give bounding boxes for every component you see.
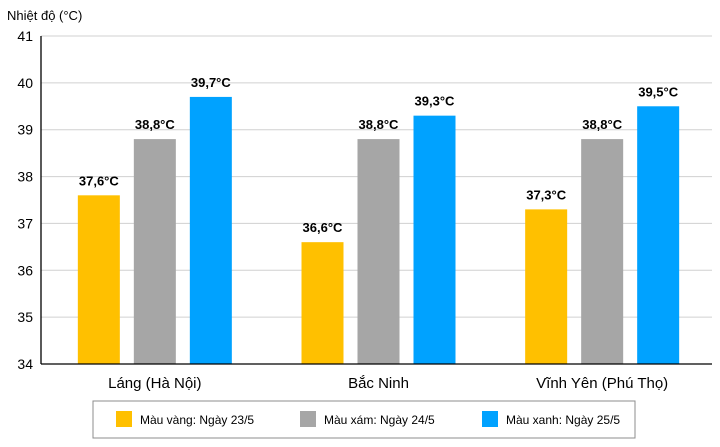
- legend-swatch: [116, 411, 132, 427]
- legend-box: [92, 400, 636, 439]
- category-label: Láng (Hà Nội): [108, 375, 201, 392]
- legend-label: Màu xanh: Ngày 25/5: [506, 413, 620, 427]
- bar: [133, 139, 176, 364]
- data-label: 38,8°C: [582, 117, 623, 132]
- y-tick-label: 35: [17, 309, 33, 325]
- category-label: Bắc Ninh: [348, 375, 409, 392]
- y-tick-label: 39: [17, 122, 33, 138]
- data-label: 36,6°C: [303, 220, 344, 235]
- bar: [357, 139, 400, 364]
- data-labels: 37,6°C 38,8°C 39,7°C 36,6°C 38,8°C 39,3°C 37,3…: [79, 75, 679, 235]
- legend-swatch: [482, 411, 498, 427]
- legend: Màu vàng: Ngày 23/5 Màu xám: Ngày 24/5 Màu…: [92, 400, 636, 439]
- bar: [413, 115, 456, 365]
- bar: [77, 195, 120, 364]
- y-tick-label: 40: [17, 75, 33, 91]
- bar: [301, 242, 344, 364]
- category-labels: Láng (Hà Nội) Bắc Ninh Vĩnh Yên (Phú Thọ): [108, 375, 668, 392]
- data-label: 38,8°C: [359, 117, 400, 132]
- y-tick-label: 34: [17, 356, 33, 372]
- legend-label: Màu xám: Ngày 24/5: [324, 413, 435, 427]
- data-label: 39,7°C: [191, 75, 232, 90]
- bars: [77, 96, 680, 365]
- data-label: 37,3°C: [526, 187, 567, 202]
- y-tick-label: 41: [17, 28, 33, 44]
- y-tick-label: 37: [17, 215, 33, 231]
- bar: [581, 139, 624, 364]
- category-label: Vĩnh Yên (Phú Thọ): [536, 375, 668, 392]
- y-tick-labels: 34 35 36 37 38 39 40 41: [17, 28, 33, 372]
- bar: [189, 96, 232, 365]
- data-label: 38,8°C: [135, 117, 176, 132]
- y-tick-label: 36: [17, 262, 33, 278]
- y-axis-title: Nhiệt độ (°C): [7, 8, 82, 23]
- data-label: 39,5°C: [638, 84, 679, 99]
- data-label: 39,3°C: [415, 94, 456, 109]
- data-label: 37,6°C: [79, 173, 120, 188]
- bar: [525, 209, 568, 364]
- y-tick-label: 38: [17, 169, 33, 185]
- legend-swatch: [300, 411, 316, 427]
- bar: [637, 106, 680, 365]
- legend-label: Màu vàng: Ngày 23/5: [140, 413, 254, 427]
